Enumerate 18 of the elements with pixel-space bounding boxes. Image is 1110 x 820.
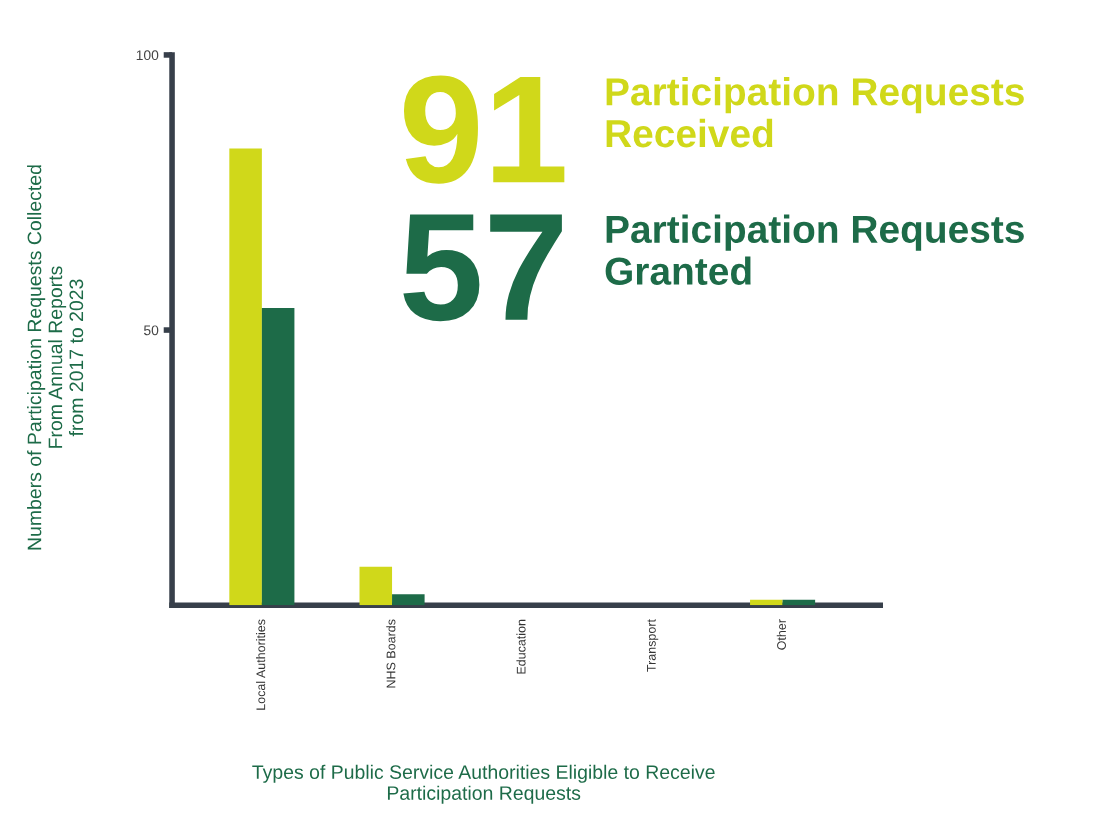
- bar: [392, 594, 425, 606]
- y-axis-title: Numbers of Participation Requests Collected From Annual Reports from 2017 to 2023: [27, 165, 84, 550]
- bar: [359, 566, 393, 606]
- x-tick-label: NHS Boards: [386, 619, 396, 688]
- x-tick-label: Transport: [647, 619, 659, 672]
- y-tick-label: 100: [136, 50, 159, 61]
- x-tick-label: Other: [776, 619, 786, 650]
- bar: [261, 308, 295, 606]
- bar: [750, 599, 783, 606]
- text: Participation Requests Received: [606, 76, 1024, 148]
- annotation: 57: [403, 214, 562, 322]
- x-tick-label: Local Authorities: [256, 619, 266, 710]
- annotation: 91: [403, 75, 565, 184]
- y-tick-label: 50: [143, 325, 159, 336]
- bar: [229, 148, 262, 606]
- x-axis-title: Types of Public Service Authorities Eligible to Receive Participation Requests: [252, 764, 715, 804]
- x-tick-label: Education: [516, 619, 526, 674]
- text: Participation Requests Granted: [605, 214, 1024, 285]
